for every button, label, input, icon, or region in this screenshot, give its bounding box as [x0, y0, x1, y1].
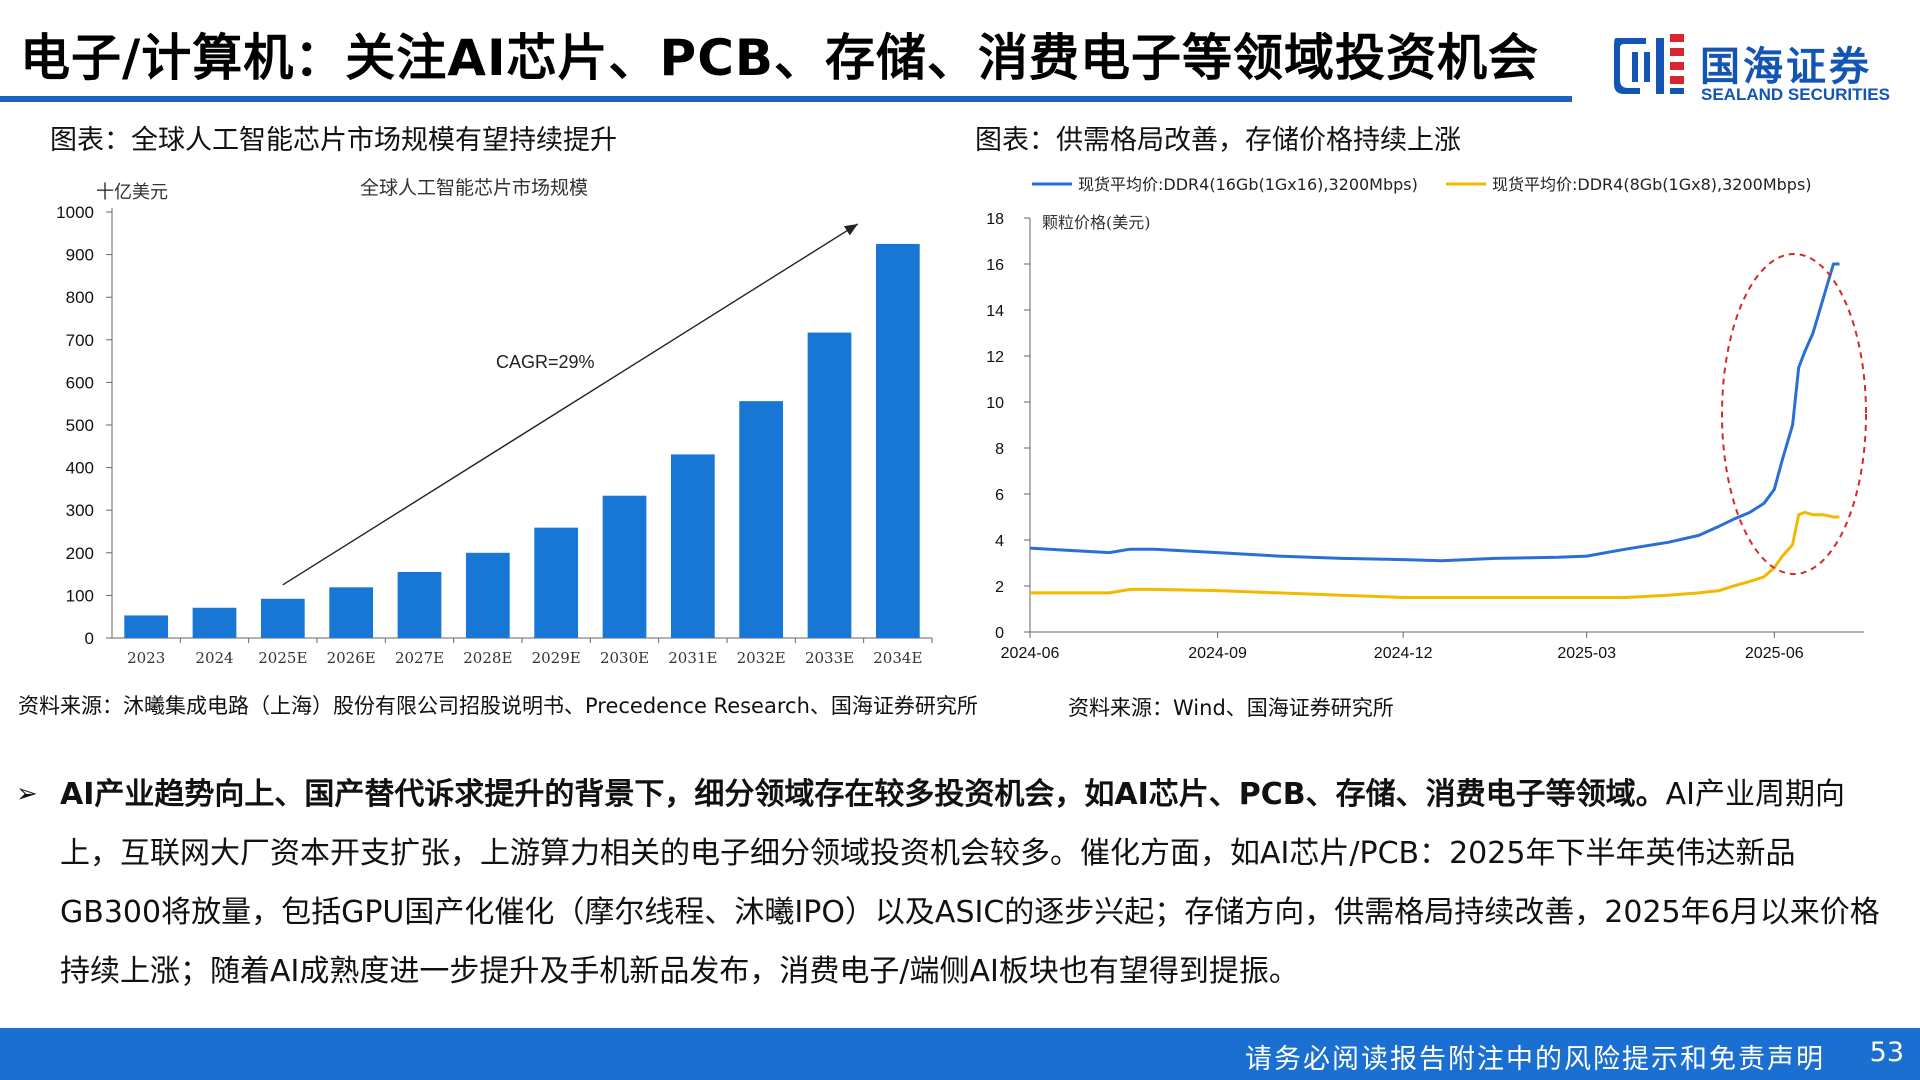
- footer-disclaimer: 请务必阅读报告附注中的风险提示和免责声明: [1245, 1044, 1825, 1075]
- line-chart-x-tick-label: 2024-06: [1001, 645, 1060, 662]
- line-chart-y-tick-label: 8: [995, 441, 1004, 458]
- bar-2026E: [329, 587, 374, 638]
- bar-2024: [192, 607, 237, 638]
- bar-chart-y-tick-label: 800: [66, 288, 94, 307]
- bar-chart-title: 全球人工智能芯片市场规模: [360, 177, 588, 199]
- sealand-logo-icon: [1614, 34, 1684, 94]
- bar-chart-x-tick-label: 2030E: [600, 649, 649, 667]
- series-line-2: [1030, 510, 1840, 599]
- line-chart-y-tick-label: 14: [986, 303, 1004, 320]
- bar-chart-x-tick-label: 2034E: [873, 649, 922, 667]
- bar-chart-y-tick-label: 900: [66, 246, 94, 265]
- bullet-arrow-icon: ➢: [16, 779, 38, 809]
- bar-2031E: [670, 454, 715, 638]
- legend-label-1: 现货平均价:DDR4(16Gb(1Gx16),3200Mbps): [1078, 175, 1418, 194]
- page-title: 电子/计算机：关注AI芯片、PCB、存储、消费电子等领域投资机会: [20, 29, 1540, 87]
- line-chart-y-tick-label: 2: [995, 579, 1004, 596]
- bar-2023: [124, 615, 169, 638]
- bar-chart-y-tick-label: 0: [85, 629, 94, 648]
- bar-chart-y-tick-label: 300: [66, 501, 94, 520]
- bar-chart-y-tick-label: 600: [66, 373, 94, 392]
- bar-2030E: [602, 495, 647, 638]
- bar-chart-x-tick-label: 2023: [127, 649, 165, 667]
- left-figure-caption: 图表：全球人工智能芯片市场规模有望持续提升: [50, 125, 617, 156]
- bar-chart-x-tick-label: 2027E: [395, 649, 444, 667]
- line-chart-y-unit: 颗粒价格(美元): [1042, 213, 1151, 232]
- footer-bar: 请务必阅读报告附注中的风险提示和免责声明 53: [0, 1028, 1920, 1080]
- line-chart-x-tick-label: 2025-06: [1745, 645, 1804, 662]
- line-chart-y-tick-label: 18: [986, 211, 1004, 228]
- line-chart-y-tick-label: 6: [995, 487, 1004, 504]
- bar-2029E: [534, 527, 579, 638]
- bar-chart-y-tick-label: 700: [66, 331, 94, 350]
- ai-chip-market-bar-chart: 全球人工智能芯片市场规模 十亿美元 0 100 200 300 400 500 600 700 80…: [56, 177, 933, 667]
- bar-chart-x-tick-label: 2026E: [327, 649, 376, 667]
- page-number: 53: [1869, 1037, 1904, 1068]
- bar-chart-y-tick-label: 200: [66, 544, 94, 563]
- bar-2025E: [260, 598, 305, 638]
- line-chart-x-tick-label: 2024-12: [1374, 645, 1433, 662]
- right-figure-source: 资料来源：Wind、国海证券研究所: [1068, 696, 1394, 720]
- bar-chart-y-tick-label: 1000: [56, 203, 94, 222]
- cagr-arrowhead: [844, 223, 858, 236]
- bar-chart-x-tick-label: 2025E: [258, 649, 307, 667]
- right-figure-caption: 图表：供需格局改善，存储价格持续上涨: [975, 125, 1461, 156]
- sealand-logo: 国海证券 SEALAND SECURITIES: [1610, 30, 1900, 110]
- summary-bold-lead: AI产业趋势向上、国产替代诉求提升的背景下，细分领域存在较多投资机会，如AI芯片…: [60, 777, 1666, 812]
- bar-2027E: [397, 571, 442, 638]
- bar-2033E: [807, 332, 852, 638]
- title-underline: [0, 96, 1572, 102]
- summary-body: AI产业周期向上，互联网大厂资本开支扩张，上游算力相关的电子细分领域投资机会较多…: [60, 777, 1880, 989]
- series-line-1: [1029, 262, 1840, 563]
- line-chart-x-tick-label: 2024-09: [1188, 645, 1247, 662]
- bar-chart-y-unit: 十亿美元: [96, 182, 168, 203]
- line-chart-y-tick-label: 0: [995, 625, 1004, 642]
- line-chart-y-tick-label: 10: [986, 395, 1004, 412]
- bar-2032E: [739, 401, 784, 638]
- bar-2028E: [465, 552, 510, 638]
- bar-chart-y-tick-label: 500: [66, 416, 94, 435]
- cagr-label: CAGR=29%: [496, 352, 595, 372]
- line-chart-x-tick-label: 2025-03: [1557, 645, 1616, 662]
- logo-chinese-name: 国海证券: [1700, 44, 1872, 90]
- bar-chart-x-tick-label: 2024: [195, 649, 233, 667]
- line-chart-y-tick-label: 4: [995, 533, 1004, 550]
- cagr-arrow: [282, 223, 859, 586]
- bar-chart-x-tick-label: 2033E: [805, 649, 854, 667]
- logo-english-name: SEALAND SECURITIES: [1701, 85, 1890, 104]
- line-chart-y-tick-label: 12: [986, 349, 1004, 366]
- bar-chart-x-tick-label: 2032E: [737, 649, 786, 667]
- bar-chart-x-tick-label: 2029E: [532, 649, 581, 667]
- summary-paragraph: ➢ AI产业趋势向上、国产替代诉求提升的背景下，细分领域存在较多投资机会，如AI…: [16, 765, 1890, 1001]
- bar-2034E: [875, 243, 920, 638]
- bar-chart-x-tick-label: 2031E: [668, 649, 717, 667]
- legend-label-2: 现货平均价:DDR4(8Gb(1Gx8),3200Mbps): [1492, 175, 1812, 194]
- highlight-ellipse: [1721, 253, 1867, 575]
- bar-chart-y-tick-label: 400: [66, 459, 94, 478]
- bar-chart-x-tick-label: 2028E: [463, 649, 512, 667]
- ddr4-price-line-chart: 现货平均价:DDR4(16Gb(1Gx16),3200Mbps) 现货平均价:DD…: [986, 175, 1867, 662]
- bar-chart-y-tick-label: 100: [66, 586, 94, 605]
- line-chart-y-tick-label: 16: [986, 257, 1004, 274]
- left-figure-source: 资料来源：沐曦集成电路（上海）股份有限公司招股说明书、Precedence Re…: [18, 694, 978, 718]
